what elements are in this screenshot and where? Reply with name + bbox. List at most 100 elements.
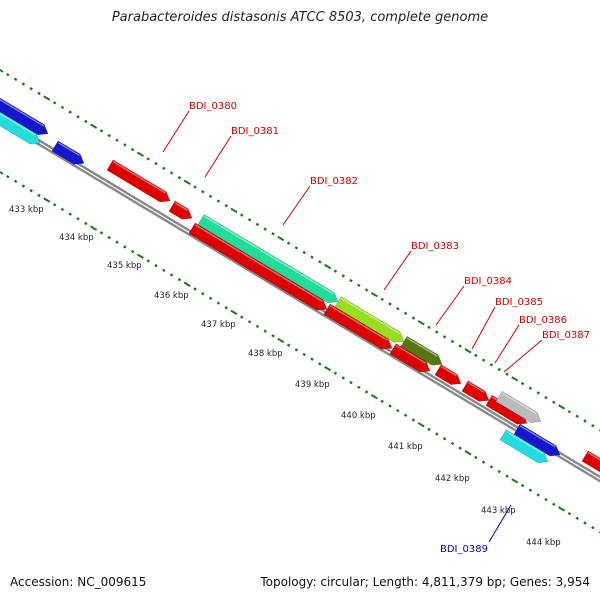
major-tick — [417, 320, 425, 326]
major-tick — [464, 348, 472, 354]
tick-label: 433 kbp — [9, 205, 44, 215]
gene-label: BDI_0380 — [189, 101, 237, 112]
minor-tick — [162, 268, 166, 272]
minor-tick — [357, 283, 361, 287]
minor-tick — [435, 432, 439, 436]
minor-tick — [520, 483, 525, 488]
gene-label: BDI_0383 — [411, 241, 459, 252]
leader-line — [488, 504, 512, 543]
major-tick — [43, 197, 51, 203]
minor-tick — [13, 179, 18, 184]
gene-arrow-BDI_0380 — [106, 159, 171, 203]
tick-label: 438 kbp — [248, 349, 283, 359]
minor-tick — [6, 174, 10, 179]
minor-tick — [154, 263, 158, 268]
minor-tick — [169, 171, 174, 175]
minor-tick — [6, 72, 10, 77]
minor-tick — [357, 385, 361, 389]
outer-dotted-ring — [0, 68, 600, 432]
gene-labels: BDI_0380 BDI_0381 BDI_0382 BDI_0383 BDI_0384… — [189, 101, 590, 555]
minor-tick — [208, 296, 213, 301]
minor-tick — [99, 231, 104, 235]
gene-arrow-small-red — [168, 200, 193, 220]
minor-tick — [396, 408, 400, 413]
major-tick — [370, 291, 378, 298]
leader-line — [503, 339, 543, 373]
minor-tick — [364, 390, 369, 394]
minor-tick — [583, 419, 587, 423]
major-tick — [511, 376, 519, 382]
minor-tick — [201, 189, 205, 194]
tick-labels: 433 kbp 434 kbp 435 kbp 436 kbp 437 kbp 438 k… — [9, 205, 561, 548]
major-tick — [183, 281, 191, 287]
gene-label: BDI_0382 — [310, 176, 358, 187]
minor-tick — [333, 371, 338, 375]
minor-tick — [37, 193, 41, 198]
minor-tick — [341, 376, 345, 380]
minor-tick — [123, 245, 127, 249]
gene-label: BDI_0381 — [231, 126, 279, 137]
minor-tick — [294, 348, 299, 352]
major-tick — [136, 253, 144, 259]
minor-tick — [271, 232, 275, 236]
minor-tick — [474, 455, 478, 460]
leader-line — [435, 285, 465, 326]
tick-label: 434 kbp — [59, 233, 94, 243]
minor-tick — [271, 334, 275, 338]
minor-tick — [115, 138, 119, 142]
minor-tick — [193, 287, 197, 291]
major-tick — [90, 225, 98, 231]
minor-tick — [130, 249, 135, 254]
major-tick — [324, 263, 332, 270]
tick-label: 444 kbp — [526, 538, 561, 548]
minor-tick — [294, 246, 299, 250]
minor-tick — [489, 465, 494, 469]
minor-tick — [497, 469, 501, 474]
minor-tick — [146, 259, 150, 263]
minor-tick — [255, 222, 260, 227]
minor-tick — [302, 250, 306, 255]
minor-tick — [341, 274, 345, 278]
minor-tick — [567, 511, 572, 516]
minor-tick — [37, 91, 41, 96]
gene-arrow-blue — [51, 140, 85, 165]
minor-tick — [575, 414, 579, 419]
minor-tick — [216, 301, 221, 305]
minor-tick — [216, 199, 221, 203]
label-leaders — [162, 110, 543, 543]
minor-tick — [68, 110, 72, 114]
minor-tick — [481, 358, 486, 362]
map-title: Parabacteroides distasonis ATCC 8503, co… — [111, 10, 489, 25]
minor-tick — [458, 446, 462, 450]
gene-label: BDI_0385 — [495, 297, 543, 308]
gene-arrow-BDI_0384 — [400, 335, 443, 366]
gene-arrow-red — [389, 343, 431, 373]
minor-tick — [84, 221, 88, 226]
minor-tick — [310, 255, 314, 259]
tick-label: 439 kbp — [295, 380, 330, 390]
minor-tick — [591, 525, 595, 530]
minor-tick — [364, 288, 369, 292]
minor-tick — [481, 460, 486, 464]
leader-line — [471, 306, 496, 350]
minor-tick — [520, 381, 525, 386]
gene-arrow-BDI_0383 — [334, 296, 405, 343]
minor-tick — [583, 521, 587, 525]
gene-arrows — [0, 81, 600, 473]
minor-tick — [247, 218, 252, 222]
minor-tick — [505, 474, 509, 478]
topology-text: Topology: circular; Length: 4,811,379 bp… — [260, 575, 590, 589]
minor-tick — [68, 212, 72, 216]
minor-tick — [528, 386, 533, 390]
minor-tick — [115, 240, 119, 244]
minor-tick — [224, 306, 228, 310]
minor-tick — [240, 315, 244, 319]
major-tick — [0, 68, 4, 73]
leader-line — [383, 250, 412, 291]
minor-tick — [286, 241, 291, 245]
tick-label: 435 kbp — [107, 261, 142, 271]
minor-tick — [450, 339, 455, 344]
minor-tick — [450, 441, 455, 446]
minor-tick — [427, 427, 431, 432]
minor-tick — [388, 302, 392, 306]
